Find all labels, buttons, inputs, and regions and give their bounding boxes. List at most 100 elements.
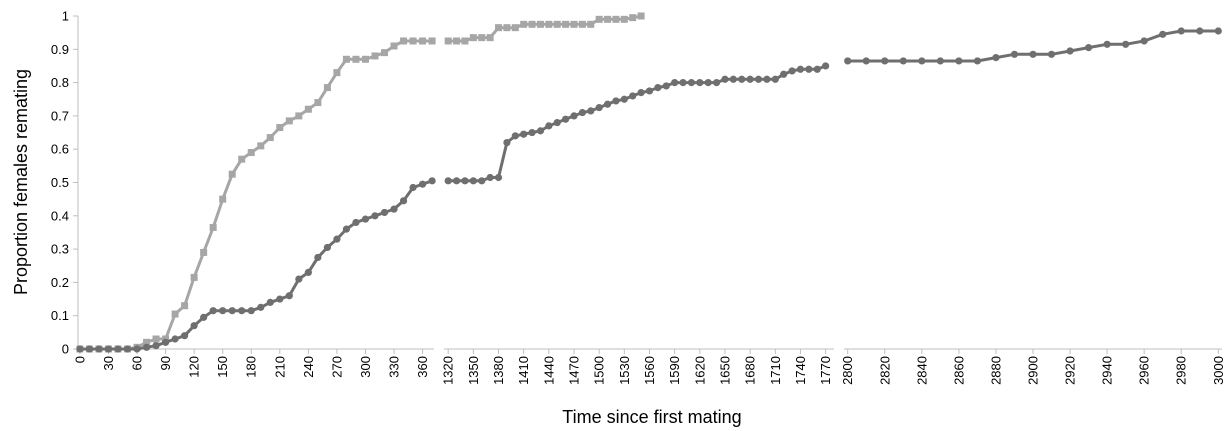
data-point-circle xyxy=(1066,47,1074,55)
y-tick-label: 0.8 xyxy=(51,75,69,90)
data-point-square xyxy=(381,49,389,57)
data-point-square xyxy=(511,24,519,32)
x-tick-label: 2920 xyxy=(1063,356,1078,385)
x-tick-label: 1380 xyxy=(491,356,506,385)
data-point-circle xyxy=(371,212,379,220)
data-point-circle xyxy=(295,275,303,283)
data-point-circle xyxy=(528,128,536,137)
x-axis-title: Time since first mating xyxy=(562,407,741,427)
data-point-circle xyxy=(788,67,796,75)
data-point-square xyxy=(520,20,528,28)
data-point-circle xyxy=(461,177,469,185)
y-axis-title: Proportion females remating xyxy=(11,69,31,295)
series-line xyxy=(448,14,642,43)
x-tick-label: 2960 xyxy=(1137,356,1152,385)
data-point-circle xyxy=(1159,30,1167,38)
data-point-circle xyxy=(1047,50,1056,58)
data-point-circle xyxy=(738,75,746,83)
data-point-square xyxy=(285,117,293,125)
data-point-square xyxy=(478,34,486,42)
data-point-circle xyxy=(936,57,944,65)
data-point-square xyxy=(152,335,160,343)
data-point-circle xyxy=(304,268,312,277)
data-point-circle xyxy=(85,345,94,353)
data-point-circle xyxy=(486,173,494,182)
data-point-square xyxy=(570,20,578,28)
data-point-circle xyxy=(763,75,771,83)
data-point-circle xyxy=(478,177,486,185)
data-point-circle xyxy=(570,112,578,120)
y-tick-label: 1 xyxy=(62,9,69,24)
x-tick-label: 1350 xyxy=(466,356,481,385)
data-point-circle xyxy=(918,57,926,65)
data-point-circle xyxy=(679,79,687,87)
x-tick-label: 2860 xyxy=(951,356,966,385)
data-point-circle xyxy=(620,95,628,103)
y-tick-label: 0.6 xyxy=(51,142,69,157)
x-tick-label: 270 xyxy=(329,356,344,378)
data-point-circle xyxy=(390,205,398,213)
data-point-circle xyxy=(771,75,779,83)
data-point-square xyxy=(409,37,417,45)
data-point-circle xyxy=(314,253,322,262)
data-point-circle xyxy=(219,307,227,315)
data-point-square xyxy=(361,55,369,63)
series-circle xyxy=(76,177,436,353)
data-point-square xyxy=(545,20,553,28)
data-point-circle xyxy=(746,75,754,83)
x-tick-label: 210 xyxy=(272,356,287,378)
data-point-square xyxy=(629,14,637,22)
data-point-circle xyxy=(844,57,852,65)
data-point-circle xyxy=(553,118,561,127)
data-point-circle xyxy=(696,79,704,87)
data-point-circle xyxy=(511,132,519,140)
data-point-square xyxy=(419,37,427,45)
x-tick-label: 1410 xyxy=(516,356,531,385)
series-line xyxy=(79,179,433,351)
x-tick-label: 2840 xyxy=(914,356,929,385)
data-point-circle xyxy=(796,65,805,73)
data-point-square xyxy=(503,24,511,32)
panel-1: 0 30 60 90 120 150 180 210 240 270 300 330 360 xyxy=(72,37,436,378)
data-point-circle xyxy=(1029,50,1037,58)
data-point-circle xyxy=(637,88,645,97)
data-point-circle xyxy=(1140,37,1148,45)
data-point-square xyxy=(428,37,436,45)
data-point-circle xyxy=(342,225,351,233)
series-line xyxy=(448,64,827,183)
data-point-circle xyxy=(399,197,408,205)
data-point-square xyxy=(453,37,461,45)
data-point-circle xyxy=(973,57,982,65)
x-tick-label: 240 xyxy=(301,356,316,378)
data-point-square xyxy=(469,34,477,42)
data-point-circle xyxy=(209,307,217,315)
data-point-square xyxy=(181,302,189,310)
x-tick-label: 1710 xyxy=(768,356,783,385)
data-point-circle xyxy=(200,313,208,321)
data-point-circle xyxy=(494,173,503,182)
data-point-circle xyxy=(545,122,553,130)
data-point-circle xyxy=(152,342,160,350)
data-point-square xyxy=(314,99,322,107)
chart-panels: 0 30 60 90 120 150 180 210 240 270 300 330 360 1320 13… xyxy=(72,12,1226,385)
x-tick-label: 60 xyxy=(130,356,145,370)
data-point-circle xyxy=(238,307,246,315)
data-point-circle xyxy=(578,108,586,117)
data-point-square xyxy=(536,20,544,28)
data-point-square xyxy=(371,52,379,60)
data-point-circle xyxy=(536,127,545,135)
data-point-circle xyxy=(380,208,389,217)
x-tick-label: 30 xyxy=(101,356,116,370)
data-point-circle xyxy=(612,97,620,105)
data-point-circle xyxy=(418,180,427,188)
panel-3: 2800 2820 2840 2860 2880 2900 2920 2940 2960 2980… xyxy=(840,27,1226,385)
x-tick-label: 2980 xyxy=(1174,356,1189,385)
x-tick-label: 1680 xyxy=(743,356,758,385)
data-point-circle xyxy=(444,177,452,185)
data-point-square xyxy=(266,134,274,142)
data-point-square xyxy=(444,37,452,45)
data-point-circle xyxy=(704,79,712,87)
data-point-circle xyxy=(562,115,570,123)
x-tick-label: 1770 xyxy=(818,356,833,385)
data-point-circle xyxy=(1177,27,1185,35)
